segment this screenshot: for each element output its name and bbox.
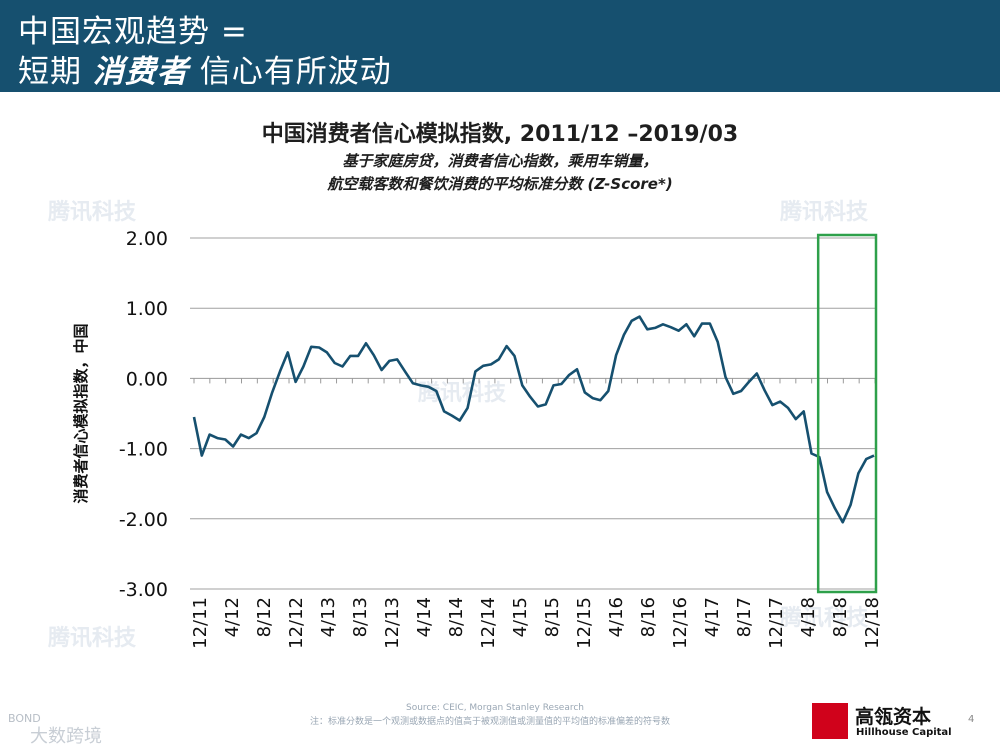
header-line2-prefix: 短期: [18, 54, 93, 90]
x-tick-label: 8/18: [830, 597, 851, 637]
x-tick-label: 8/17: [734, 597, 755, 637]
watermark-tencent: 腾讯科技: [418, 381, 507, 406]
series-line: [192, 315, 875, 524]
y-tick-label: -1.00: [119, 439, 168, 461]
header-title-line2: 短期 消费者 信心有所波动: [18, 46, 392, 91]
header-line2-emphasis: 消费者: [92, 54, 189, 90]
x-tick-label: 12/14: [478, 597, 499, 649]
watermark-bond-cn: 大数跨境: [30, 726, 102, 747]
highlight-box: [816, 233, 878, 594]
hillhouse-logo-icon: [812, 703, 848, 739]
x-tick-label: 4/13: [318, 597, 339, 637]
watermark-tencent: 腾讯科技: [48, 626, 137, 651]
header-line2-suffix: 信心有所波动: [188, 54, 392, 90]
footer-source: Source: CEIC, Morgan Stanley Research: [405, 703, 584, 713]
line-chart: 2.00 1.00 0.00 -1.00 -2.00 -3.00 12/11 4/12 8/12…: [72, 228, 883, 649]
header-banner: 中国宏观趋势 = 短期 消费者 信心有所波动: [0, 0, 1000, 92]
x-tick-label: 4/12: [222, 597, 243, 637]
logo-chinese-name: 高瓴资本: [855, 706, 932, 728]
watermark-tencent: 腾讯科技: [780, 200, 869, 225]
y-tick-label: -2.00: [119, 509, 168, 531]
x-tick-label: 12/11: [190, 597, 211, 649]
x-tick-label: 8/12: [254, 597, 275, 637]
y-tick-label: -3.00: [119, 579, 168, 601]
x-tick-label: 12/17: [766, 597, 787, 649]
y-axis-label: 消费者信心模拟指数，中国: [72, 323, 90, 503]
x-tick-label: 4/15: [510, 597, 531, 637]
x-tick-label: 4/18: [798, 597, 819, 637]
x-tick-label: 12/15: [574, 597, 595, 649]
x-tick-label: 4/14: [414, 597, 435, 637]
x-tick-label: 12/13: [382, 597, 403, 649]
y-tick-label: 2.00: [126, 228, 168, 250]
x-tick-label: 8/13: [350, 597, 371, 637]
header-title-line1: 中国宏观趋势 =: [18, 14, 248, 50]
chart-title: 中国消费者信心模拟指数, 2011/12 –2019/03: [261, 122, 739, 147]
x-tick-label: 12/16: [670, 597, 691, 649]
footer-note: 注：标准分数是一个观测或数据点的值高于被观测值或测量值的平均值的标准偏差的符号数: [309, 717, 670, 727]
watermark-tencent: 腾讯科技: [780, 606, 869, 631]
x-tick-label: 8/16: [638, 597, 659, 637]
page-number: 4: [968, 714, 975, 725]
x-tick-label: 12/12: [286, 597, 307, 649]
watermark-bond: BOND: [8, 712, 41, 725]
watermark-tencent: 腾讯科技: [48, 200, 137, 225]
x-tick-label: 12/18: [862, 597, 883, 649]
logo-english-name: Hillhouse Capital: [856, 727, 952, 738]
chart-subtitle-line1: 基于家庭房贷，消费者信心指数，乘用车销量，: [342, 152, 658, 170]
x-tick-label: 8/14: [446, 597, 467, 637]
y-tick-label: 1.00: [126, 298, 168, 320]
y-tick-label: 0.00: [126, 368, 168, 390]
chart-subtitle-line2: 航空载客数和餐饮消费的平均标准分数 (Z-Score*): [327, 175, 673, 193]
x-tick-label: 8/15: [542, 597, 563, 637]
x-tick-label: 4/17: [702, 597, 723, 637]
x-tick-label: 4/16: [606, 597, 627, 637]
